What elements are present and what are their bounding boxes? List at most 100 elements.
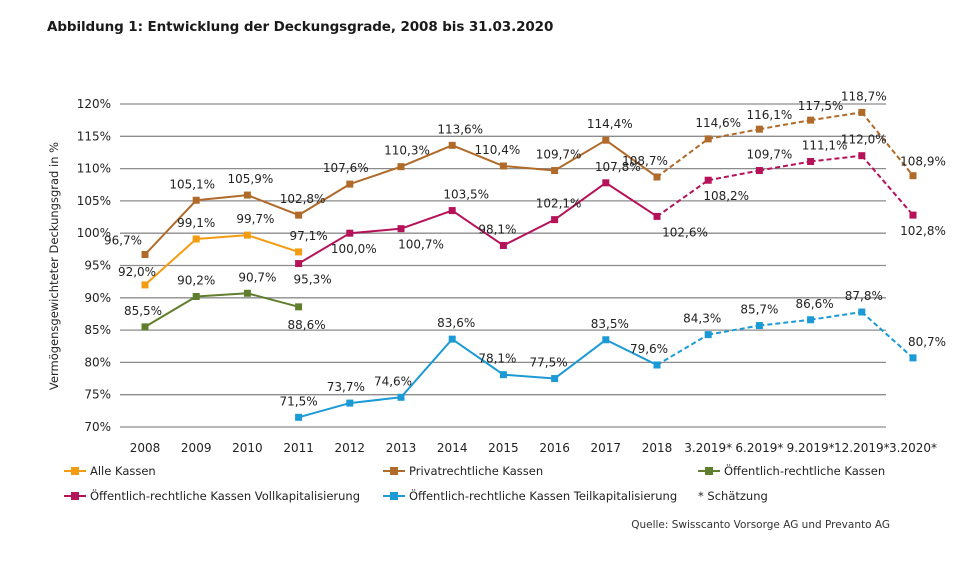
data-point--ffentlich-rechtliche-kassen-teilkapitalisierung [499, 371, 507, 379]
data-point--ffentlich-rechtliche-kassen-vollkapitalisierung [909, 211, 917, 219]
data-point-privatrechtliche-kassen [653, 173, 661, 181]
x-tick-label: 2018 [642, 441, 673, 455]
data-point-privatrechtliche-kassen [602, 136, 610, 144]
data-label--ffentlich-rechtliche-kassen-teilkapitalisierung: 83,6% [437, 316, 475, 330]
data-label--ffentlich-rechtliche-kassen-vollkapitalisierung: 98,1% [478, 222, 516, 236]
data-label-privatrechtliche-kassen: 105,9% [228, 172, 274, 186]
y-tick-label: 100% [77, 226, 111, 240]
data-label-privatrechtliche-kassen: 114,6% [695, 116, 741, 130]
x-tick-label: 2010 [232, 441, 263, 455]
series-segment--ffentlich-rechtliche-kassen-teilkapitalisierung [553, 338, 607, 380]
data-point-privatrechtliche-kassen [499, 162, 507, 170]
x-tick-label: 2016 [539, 441, 570, 455]
series-segment--ffentlich-rechtliche-kassen-vollkapitalisierung [759, 160, 811, 172]
legend-label: Privatrechtliche Kassen [409, 464, 544, 478]
x-tick-label: 12.2019* [834, 441, 890, 455]
data-label--ffentlich-rechtliche-kassen: 90,7% [238, 270, 276, 284]
data-label--ffentlich-rechtliche-kassen-vollkapitalisierung: 102,1% [536, 197, 582, 211]
data-label-privatrechtliche-kassen: 105,1% [169, 177, 215, 191]
data-label--ffentlich-rechtliche-kassen-vollkapitalisierung: 103,5% [443, 188, 489, 202]
data-label-privatrechtliche-kassen: 113,6% [437, 122, 483, 136]
series-segment--ffentlich-rechtliche-kassen-vollkapitalisierung [861, 155, 914, 216]
data-point--ffentlich-rechtliche-kassen-teilkapitalisierung [858, 308, 866, 316]
data-point--ffentlich-rechtliche-kassen-teilkapitalisierung [704, 331, 712, 339]
data-label-privatrechtliche-kassen: 102,8% [280, 192, 326, 206]
data-point-privatrechtliche-kassen [346, 180, 354, 188]
x-tick-label: 2015 [488, 441, 519, 455]
data-point--ffentlich-rechtliche-kassen-teilkapitalisierung [397, 393, 405, 401]
data-point--ffentlich-rechtliche-kassen-teilkapitalisierung [909, 354, 917, 362]
y-tick-label: 110% [77, 162, 111, 176]
series-segment-alle-kassen [196, 234, 248, 241]
data-point--ffentlich-rechtliche-kassen-vollkapitalisierung [602, 179, 610, 187]
series-segment-privatrechtliche-kassen [349, 165, 402, 186]
data-point-privatrechtliche-kassen [551, 167, 559, 175]
series-segment-privatrechtliche-kassen [759, 119, 811, 131]
data-label--ffentlich-rechtliche-kassen-teilkapitalisierung: 87,8% [845, 289, 883, 303]
data-point-alle-kassen [192, 235, 200, 243]
data-label-privatrechtliche-kassen: 117,5% [798, 99, 844, 113]
data-point--ffentlich-rechtliche-kassen-vollkapitalisierung [346, 229, 354, 237]
legend-label: Öffentlich-rechtliche Kassen Teilkapital… [409, 489, 678, 503]
x-tick-label: 6.2019* [735, 441, 783, 455]
data-label--ffentlich-rechtliche-kassen-teilkapitalisierung: 85,7% [740, 303, 778, 317]
data-point-alle-kassen [141, 281, 149, 289]
series-segment-privatrechtliche-kassen [503, 165, 555, 172]
series-segment--ffentlich-rechtliche-kassen [196, 292, 248, 298]
legend-item-alle-kassen: Alle Kassen [64, 464, 156, 478]
data-point--ffentlich-rechtliche-kassen-vollkapitalisierung [755, 167, 763, 175]
y-tick-label: 105% [77, 194, 111, 208]
legend-label: Alle Kassen [90, 464, 156, 478]
series-segment--ffentlich-rechtliche-kassen-teilkapitalisierung [451, 338, 504, 376]
data-point-alle-kassen [243, 231, 251, 239]
data-point-alle-kassen [295, 248, 303, 256]
data-label--ffentlich-rechtliche-kassen-teilkapitalisierung: 74,6% [374, 374, 412, 388]
data-point--ffentlich-rechtliche-kassen-teilkapitalisierung [346, 399, 354, 407]
data-label--ffentlich-rechtliche-kassen: 90,2% [177, 274, 215, 288]
data-label-alle-kassen: 92,0% [118, 265, 156, 279]
legend-label: Öffentlich-rechtliche Kassen Vollkapital… [90, 489, 361, 503]
series-segment--ffentlich-rechtliche-kassen [247, 292, 299, 308]
data-point--ffentlich-rechtliche-kassen-vollkapitalisierung [448, 207, 456, 215]
series-segment--ffentlich-rechtliche-kassen-teilkapitalisierung [400, 338, 453, 398]
series-segment--ffentlich-rechtliche-kassen-vollkapitalisierung [656, 179, 709, 218]
source-note: Quelle: Swisscanto Vorsorge AG und Preva… [631, 519, 890, 531]
series-segment--ffentlich-rechtliche-kassen-vollkapitalisierung [349, 227, 402, 235]
data-label--ffentlich-rechtliche-kassen-vollkapitalisierung: 111,1% [802, 138, 848, 152]
data-label-privatrechtliche-kassen: 114,4% [587, 117, 633, 131]
data-point-privatrechtliche-kassen [909, 172, 917, 180]
y-tick-label: 85% [84, 323, 111, 337]
data-label-privatrechtliche-kassen: 118,7% [841, 89, 887, 103]
data-point-privatrechtliche-kassen [704, 135, 712, 143]
data-label--ffentlich-rechtliche-kassen-vollkapitalisierung: 107,8% [595, 160, 641, 174]
y-tick-label: 75% [84, 388, 111, 402]
x-tick-label: 2017 [591, 441, 622, 455]
data-label--ffentlich-rechtliche-kassen-vollkapitalisierung: 112,0% [841, 133, 887, 147]
data-label--ffentlich-rechtliche-kassen-teilkapitalisierung: 86,6% [796, 297, 834, 311]
y-tick-label: 70% [84, 420, 111, 434]
series-segment-alle-kassen [247, 234, 299, 253]
data-point--ffentlich-rechtliche-kassen [141, 323, 149, 331]
x-tick-label: 2013 [386, 441, 417, 455]
series-segment-alle-kassen [144, 238, 197, 286]
data-label--ffentlich-rechtliche-kassen-vollkapitalisierung: 108,2% [703, 189, 749, 203]
series-segment--ffentlich-rechtliche-kassen-vollkapitalisierung [502, 218, 556, 247]
x-tick-labels: 2008 2009 2010 2011 2012 2013 2014 2015 2016 2017… [130, 441, 937, 455]
y-tick-label: 95% [84, 259, 111, 273]
data-label--ffentlich-rechtliche-kassen: 88,6% [288, 318, 326, 332]
legend-item-oeffentlich: Öffentlich-rechtliche Kassen [698, 464, 885, 478]
series-segment-privatrechtliche-kassen [861, 111, 914, 177]
data-point--ffentlich-rechtliche-kassen-teilkapitalisierung [602, 336, 610, 344]
data-point--ffentlich-rechtliche-kassen-teilkapitalisierung [755, 322, 763, 330]
data-label-privatrechtliche-kassen: 116,1% [747, 108, 793, 122]
x-tick-label: 2012 [335, 441, 366, 455]
series-segment--ffentlich-rechtliche-kassen-teilkapitalisierung [503, 373, 555, 380]
data-label-alle-kassen: 99,7% [236, 212, 274, 226]
series-segment-privatrechtliche-kassen [400, 144, 453, 168]
y-tick-label: 120% [77, 97, 111, 111]
data-point-privatrechtliche-kassen [807, 116, 815, 124]
series-segment-privatrechtliche-kassen [196, 194, 248, 202]
data-point-privatrechtliche-kassen [858, 108, 866, 116]
x-tick-label: 2014 [437, 441, 468, 455]
data-label--ffentlich-rechtliche-kassen-vollkapitalisierung: 102,8% [900, 224, 946, 238]
